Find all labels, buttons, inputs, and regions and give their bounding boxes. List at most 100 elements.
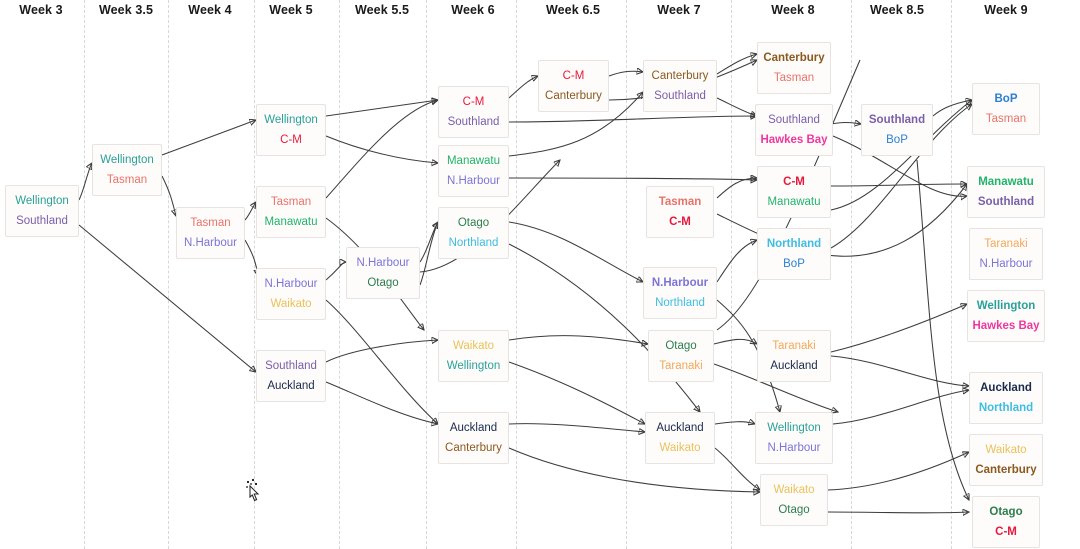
match-box-m30[interactable]: Taranaki N.Harbour — [969, 228, 1043, 280]
team-label-bottom: Tasman — [106, 174, 148, 186]
team-label-bottom: Southland — [654, 90, 706, 102]
team-label-bottom: Northland — [978, 402, 1034, 414]
team-label-bottom: Waikato — [659, 442, 701, 454]
team-label-top: Wellington — [15, 195, 69, 207]
team-label-top: Otago — [457, 217, 490, 229]
match-box-m8[interactable]: N.Harbour Otago — [346, 247, 420, 299]
progression-edge-35 — [713, 339, 757, 344]
match-box-m22[interactable]: C-M Manawatu — [757, 166, 831, 218]
progression-edge-33 — [716, 240, 757, 283]
match-box-m13[interactable]: Auckland Canterbury — [438, 412, 509, 464]
match-box-m5[interactable]: Tasman Manawatu — [256, 186, 326, 238]
team-label-bottom: Otago — [367, 277, 399, 289]
match-box-m26[interactable]: Waikato Otago — [760, 474, 828, 526]
team-label-top: Canterbury — [763, 52, 825, 64]
team-label-bottom: Wellington — [446, 360, 501, 372]
match-box-m10[interactable]: Manawatu N.Harbour — [438, 145, 509, 197]
team-label-top: Wellington — [767, 422, 821, 434]
team-label-bottom: Northland — [448, 237, 499, 249]
team-label-bottom: Hawkes Bay — [972, 320, 1040, 332]
progression-edge-18 — [508, 116, 757, 123]
progression-edge-12 — [325, 340, 438, 363]
team-label-bottom: Manawatu — [767, 196, 821, 208]
progression-edge-48 — [827, 512, 969, 513]
match-box-m32[interactable]: Auckland Northland — [969, 372, 1043, 424]
team-label-top: Waikato — [985, 444, 1027, 456]
match-box-m14[interactable]: C-M Canterbury — [538, 60, 609, 112]
week-divider-7 — [731, 0, 732, 549]
team-label-bottom: Taranaki — [659, 360, 703, 372]
team-label-bottom: Southland — [16, 215, 68, 227]
match-box-m3[interactable]: Tasman N.Harbour — [176, 207, 245, 259]
team-label-top: N.Harbour — [651, 277, 709, 289]
team-label-bottom: Southland — [447, 116, 500, 128]
progression-edge-21 — [508, 221, 643, 282]
match-box-m15[interactable]: Canterbury Southland — [643, 60, 717, 112]
progression-edge-7 — [325, 135, 438, 163]
team-label-top: Southland — [265, 360, 317, 372]
team-label-top: Southland — [768, 114, 820, 126]
match-box-m4[interactable]: Wellington C-M — [256, 104, 326, 156]
match-box-m19[interactable]: Auckland Waikato — [645, 412, 715, 464]
match-box-m23[interactable]: Northland BoP — [757, 228, 831, 280]
week-header-week-7: Week 7 — [657, 3, 701, 17]
team-label-bottom: Canterbury — [545, 90, 602, 102]
match-box-m16[interactable]: Tasman C-M — [646, 186, 714, 238]
team-label-top: Manawatu — [446, 155, 501, 167]
match-box-m29[interactable]: Manawatu Southland — [967, 166, 1045, 218]
team-label-top: Wellington — [100, 154, 154, 166]
match-box-m1[interactable]: Wellington Southland — [5, 185, 79, 237]
progression-edge-13 — [325, 381, 438, 424]
match-box-m25[interactable]: Wellington N.Harbour — [755, 412, 833, 464]
team-label-top: Northland — [766, 238, 822, 250]
progression-edge-23 — [508, 335, 648, 344]
progression-edge-20 — [508, 178, 757, 180]
match-box-m11[interactable]: Otago Northland — [438, 207, 509, 259]
progression-edge-2 — [161, 120, 256, 156]
match-box-m24[interactable]: Taranaki Auckland — [757, 330, 831, 382]
match-box-m21[interactable]: Southland Hawkes Bay — [755, 104, 833, 156]
match-box-m34[interactable]: Otago C-M — [972, 496, 1040, 548]
match-box-m31[interactable]: Wellington Hawkes Bay — [967, 290, 1045, 342]
team-label-bottom: N.Harbour — [979, 258, 1033, 270]
week-divider-6 — [626, 0, 627, 549]
match-box-m12[interactable]: Waikato Wellington — [438, 330, 509, 382]
match-box-m6[interactable]: N.Harbour Waikato — [256, 268, 326, 320]
team-label-top: Southland — [868, 114, 926, 126]
week-divider-8 — [851, 0, 852, 549]
team-label-top: C-M — [562, 70, 585, 82]
match-box-m2[interactable]: Wellington Tasman — [92, 144, 162, 196]
match-box-m9[interactable]: C-M Southland — [438, 86, 509, 138]
week-divider-1 — [168, 0, 169, 549]
team-label-top: Tasman — [270, 196, 312, 208]
progression-edge-38 — [714, 447, 760, 490]
match-box-m28[interactable]: BoP Tasman — [972, 83, 1040, 135]
team-label-bottom: N.Harbour — [767, 442, 821, 454]
match-box-m20[interactable]: Canterbury Tasman — [757, 42, 831, 94]
match-box-m27[interactable]: Southland BoP — [861, 104, 933, 156]
progression-edge-14 — [419, 222, 438, 263]
team-label-bottom: Auckland — [770, 360, 818, 372]
progression-edge-29 — [716, 54, 757, 75]
team-label-top: Otago — [665, 340, 697, 352]
progression-edge-24 — [508, 361, 645, 424]
match-box-m7[interactable]: Southland Auckland — [256, 350, 326, 402]
team-label-bottom: N.Harbour — [446, 175, 501, 187]
team-label-bottom: BoP — [783, 258, 805, 270]
progression-edge-39 — [830, 123, 861, 125]
match-box-m33[interactable]: Waikato Canterbury — [969, 434, 1043, 486]
team-label-top: Waikato — [452, 340, 495, 352]
team-label-bottom: Manawatu — [264, 216, 318, 228]
team-label-bottom: Southland — [977, 196, 1035, 208]
team-label-bottom: Hawkes Bay — [760, 134, 828, 146]
match-box-m18[interactable]: Otago Taranaki — [648, 330, 714, 382]
team-label-top: Tasman — [190, 217, 231, 229]
week-divider-9 — [951, 0, 952, 549]
team-label-top: Manawatu — [978, 176, 1034, 188]
team-label-bottom: Tasman — [985, 113, 1027, 125]
match-box-m17[interactable]: N.Harbour Northland — [643, 267, 717, 319]
team-label-bottom: Canterbury — [445, 442, 502, 454]
progression-edge-6 — [325, 100, 438, 117]
week-divider-4 — [426, 0, 427, 549]
team-label-top: BoP — [994, 93, 1018, 105]
